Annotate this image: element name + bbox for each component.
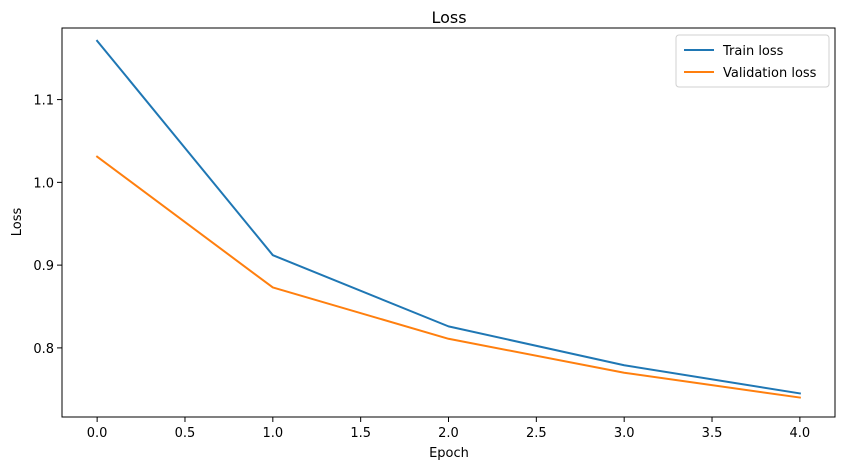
x-tick-label: 4.0 <box>790 426 811 441</box>
y-tick-label: 1.0 <box>33 176 54 191</box>
data-point <box>272 286 274 288</box>
legend-label-validation-loss: Validation loss <box>723 66 817 81</box>
y-tick-label: 0.9 <box>33 259 54 274</box>
chart-title: Loss <box>431 8 466 27</box>
x-tick-label: 0.5 <box>175 426 196 441</box>
x-tick-label: 3.0 <box>614 426 635 441</box>
y-tick-label: 1.1 <box>33 94 54 109</box>
x-tick-label: 0.0 <box>87 426 108 441</box>
data-point <box>272 254 274 256</box>
data-point <box>448 338 450 340</box>
data-point <box>96 40 98 42</box>
data-point <box>623 364 625 366</box>
ticks-layer: 0.0 0.5 1.0 1.5 2.0 2.5 3.0 3.5 4.0 0.8 0.9 1.0 1.1 <box>33 94 810 441</box>
x-tick-label: 1.5 <box>350 426 371 441</box>
y-tick-label: 0.8 <box>33 342 54 357</box>
x-axis-label: Epoch <box>429 446 469 461</box>
x-tick-label: 3.5 <box>702 426 723 441</box>
legend-label-train-loss: Train loss <box>722 44 784 59</box>
x-tick-label: 2.5 <box>526 426 547 441</box>
series-line-validation-loss <box>95 155 801 399</box>
data-point <box>448 325 450 327</box>
data-point <box>96 156 98 158</box>
legend-frame <box>675 34 830 88</box>
x-tick-label: 2.0 <box>438 426 459 441</box>
x-tick-label: 1.0 <box>262 426 283 441</box>
legend: Train loss Validation loss <box>675 34 830 88</box>
data-point <box>799 397 801 399</box>
y-axis-label: Loss <box>10 208 25 237</box>
data-point <box>799 392 801 394</box>
series-layer <box>95 39 802 399</box>
data-point <box>623 372 625 374</box>
series-line-train-loss <box>95 39 802 395</box>
